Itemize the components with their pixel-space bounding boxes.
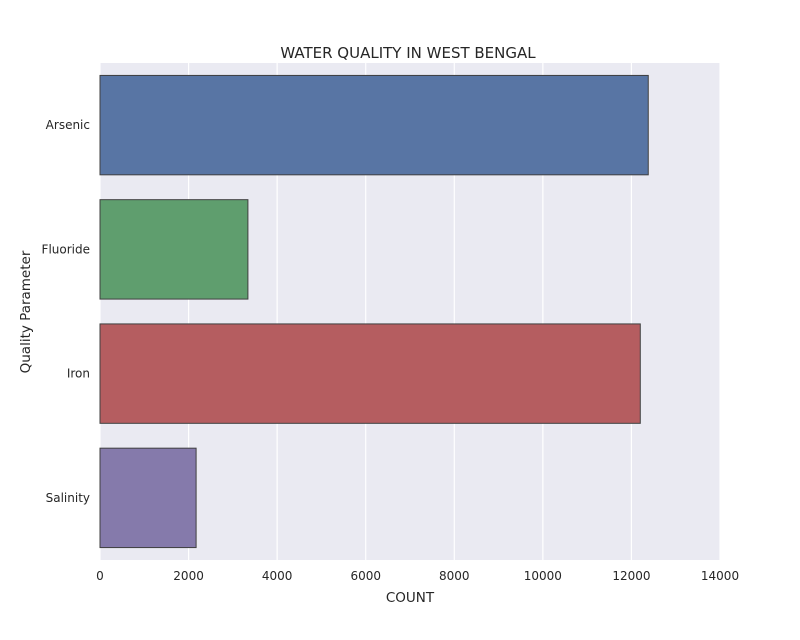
bar-salinity [99, 447, 197, 549]
y-category-label-fluoride: Fluoride [42, 242, 90, 256]
x-tick-label-0: 0 [96, 569, 104, 583]
y-axis-label: Quality Parameter [18, 250, 34, 373]
bar-fluoride [99, 199, 249, 300]
x-tick-label-3: 6000 [350, 569, 381, 583]
y-category-label-iron: Iron [67, 367, 90, 381]
x-tick-label-6: 12000 [612, 569, 650, 583]
chart-title: WATER QUALITY IN WEST BENGAL [280, 44, 536, 62]
bar-arsenic [99, 74, 649, 176]
x-axis-ticks: 0 2000 4000 6000 8000 10000 12000 14000 [96, 569, 739, 583]
y-category-label-arsenic: Arsenic [46, 118, 90, 132]
y-category-label-salinity: Salinity [46, 491, 90, 505]
x-tick-label-4: 8000 [439, 569, 470, 583]
x-tick-label-5: 10000 [524, 569, 562, 583]
bar-iron [99, 323, 641, 424]
x-tick-label-2: 4000 [262, 569, 293, 583]
x-tick-label-7: 14000 [701, 569, 739, 583]
y-axis-categories: Arsenic Fluoride Iron Salinity [42, 118, 90, 505]
x-tick-label-1: 2000 [173, 569, 204, 583]
bars [99, 74, 649, 549]
x-axis-label: COUNT [386, 590, 435, 606]
